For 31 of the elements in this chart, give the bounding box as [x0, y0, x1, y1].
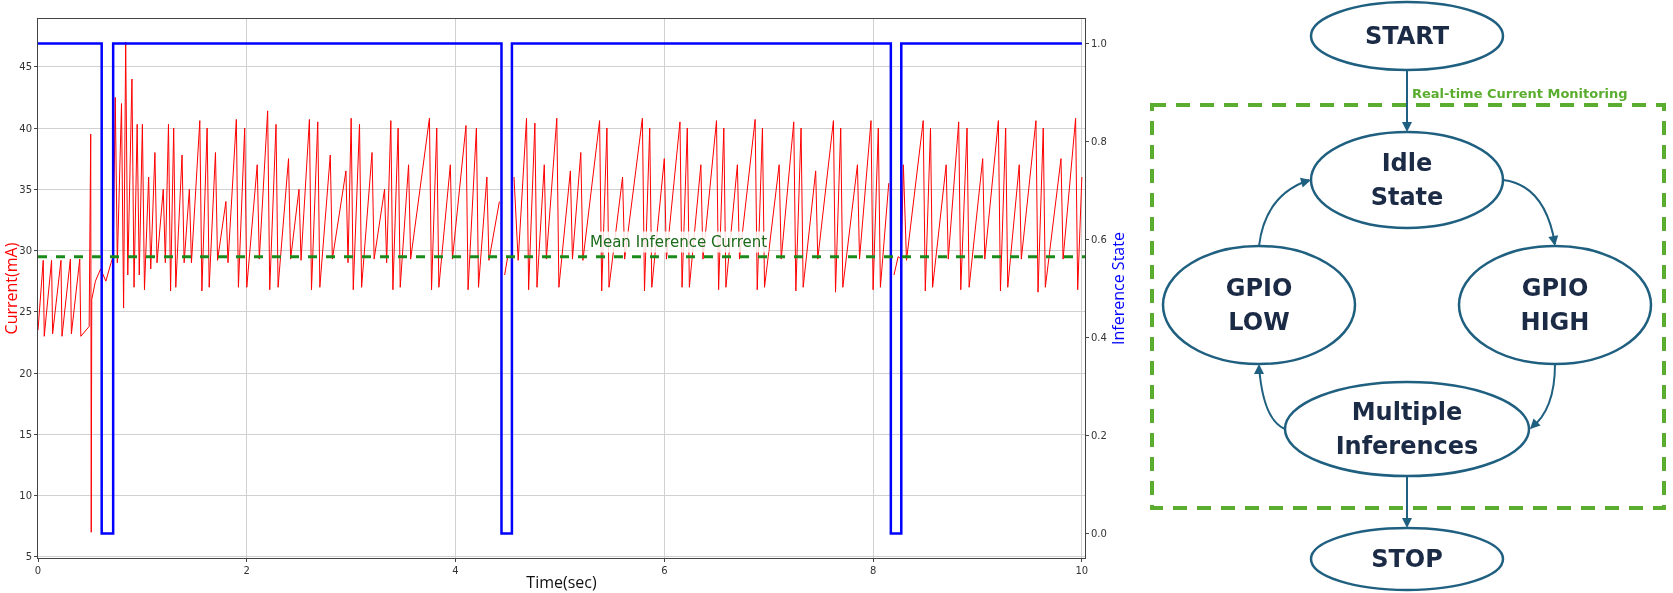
text: START: [1364, 22, 1450, 50]
y2-tick-label: 0.2: [1091, 430, 1107, 441]
text: GPIO LOW: [1225, 274, 1293, 336]
x-tick-label: 10: [1075, 565, 1089, 576]
y2-tick-label: 1.0: [1091, 38, 1107, 49]
text: Multiple Inferences: [1335, 398, 1479, 460]
y2-tick-label: 0.8: [1091, 136, 1107, 147]
y-tick-label: 10: [19, 490, 32, 502]
y2-tick-label: 0.0: [1091, 528, 1107, 539]
text: Real-time Current Monitoring: [1412, 86, 1628, 101]
y-tick-label: 5: [25, 551, 32, 563]
y-tick-label: 45: [19, 61, 32, 73]
y2-axis-title: Inference State: [1106, 232, 1129, 345]
x-tick-label: 0: [34, 565, 42, 576]
x-tick-label: 4: [452, 565, 459, 576]
text: Idle State: [1370, 149, 1444, 211]
text: STOP: [1371, 545, 1443, 573]
ref-line-label: Mean Inference Current: [590, 233, 768, 251]
text: GPIO HIGH: [1520, 274, 1590, 336]
y-tick-label: 20: [19, 367, 32, 379]
x-tick-label: 8: [869, 565, 877, 576]
y-tick-label: 35: [19, 183, 32, 195]
y-tick-label: 25: [19, 306, 32, 318]
y2-tick-label: 0.6: [1091, 234, 1107, 245]
y2-tick-label: 0.4: [1091, 332, 1107, 343]
y-tick-label: 15: [19, 428, 32, 440]
x-tick-label: 6: [661, 565, 668, 576]
x-tick-label: 2: [243, 565, 250, 576]
y-tick-label: 40: [19, 122, 32, 134]
x-axis-title: Time(sec): [526, 571, 597, 593]
y-tick-label: 30: [19, 245, 32, 257]
